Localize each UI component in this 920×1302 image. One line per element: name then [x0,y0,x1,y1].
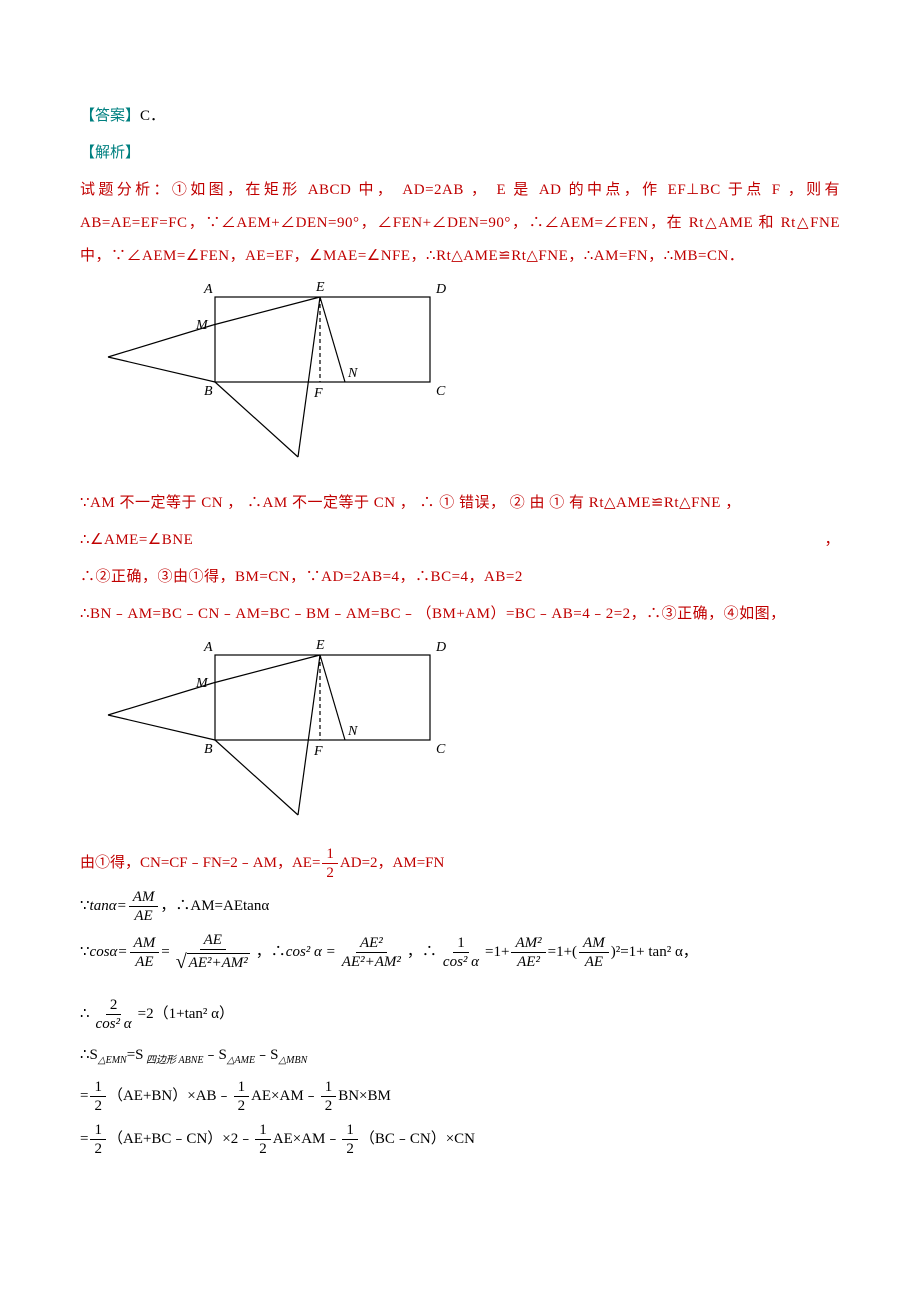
svg-text:A: A [203,640,213,655]
svg-text:M: M [195,676,209,691]
svg-text:M: M [195,318,209,333]
analysis-para-3: ∴②正确，③由①得，BM=CN，∵AD=2AB=4，∴BC=4，AB=2 [80,561,840,594]
answer-value: C． [140,108,165,124]
analysis-para-4: ∴BN﹣AM=BC﹣CN﹣AM=BC﹣BM﹣AM=BC﹣（BM+AM）=BC﹣A… [80,598,840,631]
svg-text:D: D [435,282,446,297]
svg-text:E: E [315,638,325,653]
svg-text:A: A [203,282,213,297]
svg-text:N: N [347,724,358,739]
svg-text:C: C [436,742,446,757]
svg-text:B: B [204,742,213,757]
svg-text:N: N [347,366,358,381]
spacer [80,980,840,990]
analysis-para-1: 试题分析：①如图，在矩形 ABCD 中， AD=2AB ， E 是 AD 的中点… [80,174,840,273]
svg-text:B: B [204,384,213,399]
svg-text:E: E [315,280,325,295]
answer-line: 【答案】C． [80,100,840,133]
svg-text:C: C [436,384,446,399]
svg-text:F: F [313,386,323,401]
eq-area-line-1: = 1 2 （AE+BN）×AB﹣ 1 2 AE×AM﹣ 1 2 BN×BM [80,1078,840,1115]
geometry-figure-1: A E D B F N C M [100,277,840,475]
analysis-label: 【解析】 [80,137,840,170]
svg-text:D: D [435,640,446,655]
eq-two-over-cos: ∴ 2 cos² α =2（1+tan² α） [80,996,840,1033]
geometry-figure-2: A E D B F N C M [100,635,840,833]
answer-label: 【答案】 [80,108,140,124]
eq-tan: ∵ tanα= AM AE ，∴AM=AEtanα [80,888,840,925]
eq-area-setup: ∴S△EMN=S 四边形 ABNE﹣S△AME﹣S△MBN [80,1039,840,1072]
eq-cos: ∵ cosα= AM AE = AE √AE²+AM² ，∴ cos² α = … [80,931,840,974]
svg-text:F: F [313,744,323,759]
analysis-para-2b: ∴∠AME=∠BNE， [80,524,840,557]
fraction-half: 1 2 [322,845,338,882]
analysis-para-5: 由①得，CN=CF﹣FN=2﹣AM， AE= 1 2 AD=2，AM=FN [80,845,840,882]
analysis-para-2a: ∵AM 不一定等于 CN ， ∴AM 不一定等于 CN ， ∴ ① 错误， ② … [80,487,840,520]
eq-area-line-2: = 1 2 （AE+BC﹣CN）×2﹣ 1 2 AE×AM﹣ 1 2 （BC﹣C… [80,1121,840,1158]
